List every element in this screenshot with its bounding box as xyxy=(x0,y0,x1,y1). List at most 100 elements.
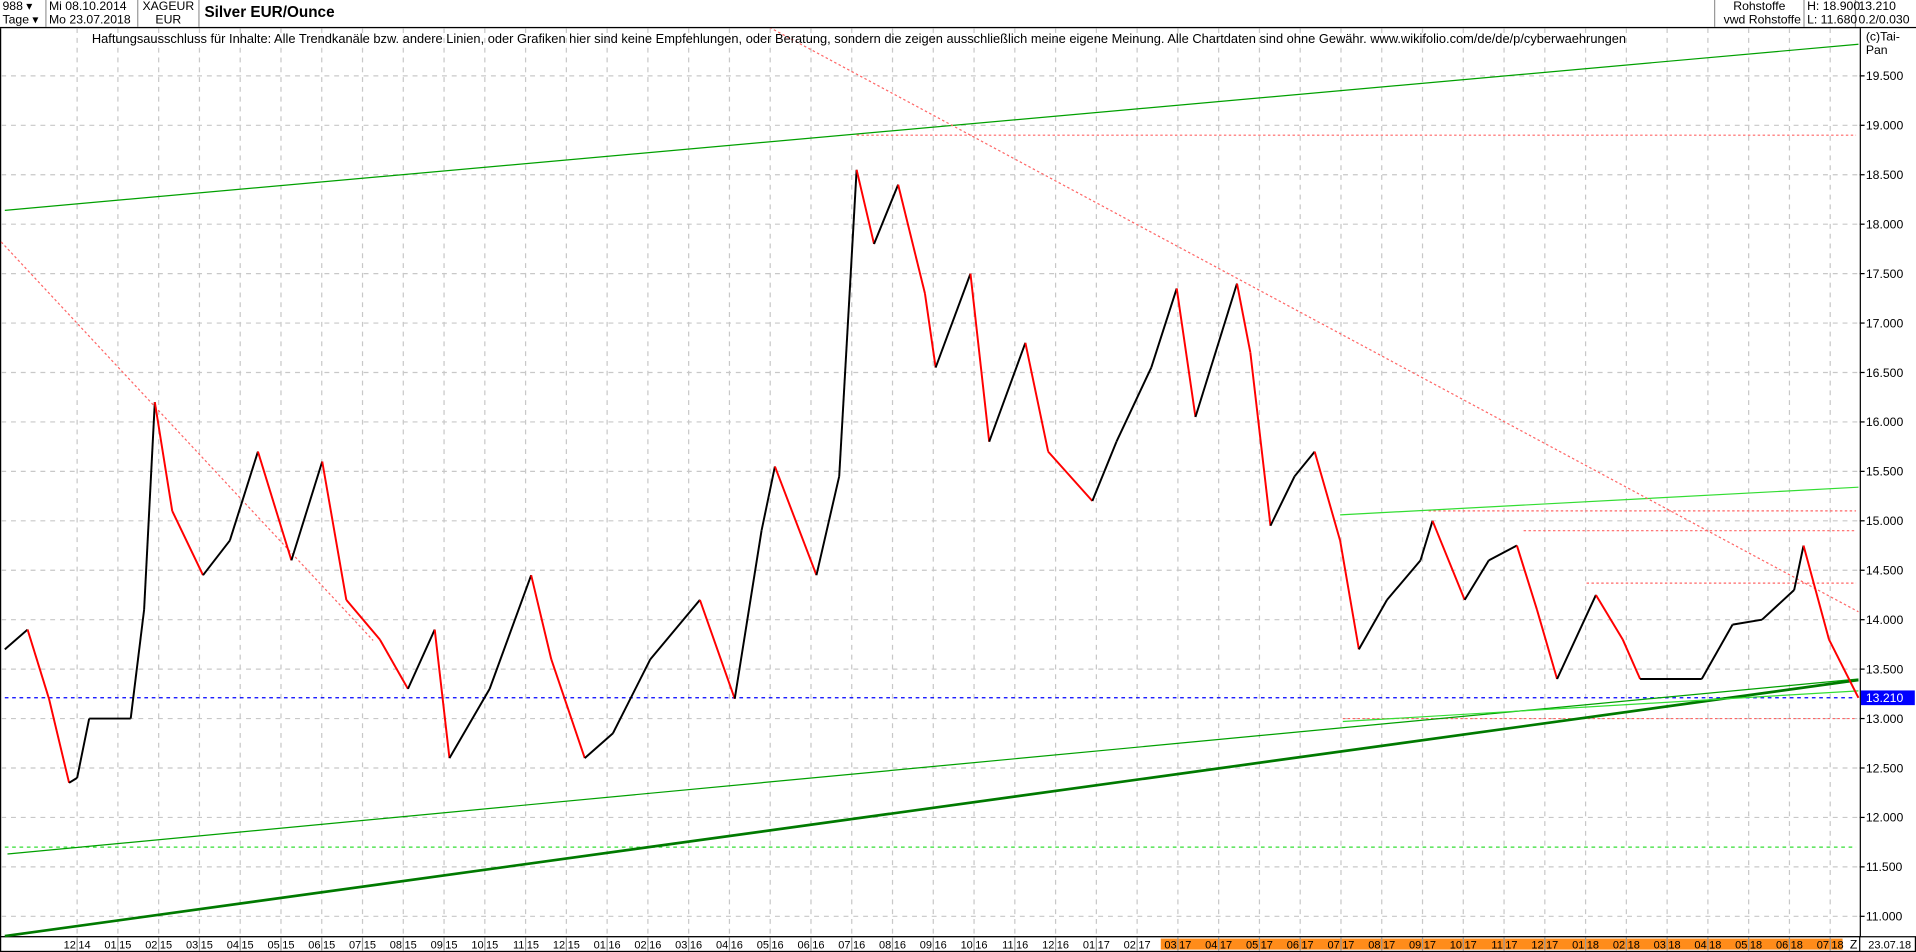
market-cell: Rohstoffe vwd Rohstoffe xyxy=(1714,0,1805,27)
price-segment xyxy=(1236,283,1252,353)
price-segment xyxy=(1793,545,1805,591)
x-tick-label-year: 16 xyxy=(894,939,906,951)
price-segment xyxy=(26,629,50,700)
x-tick-label-month: 05 xyxy=(267,939,279,951)
last-price: 13.210 xyxy=(1858,0,1896,14)
price-segment xyxy=(1556,594,1597,680)
price-segment xyxy=(228,451,259,541)
future-band xyxy=(1160,938,1843,950)
x-tick-label-month: 07 xyxy=(1327,939,1339,951)
chart-title: Silver EUR/Ounce xyxy=(204,3,335,21)
x-tick-label-year: 15 xyxy=(405,939,417,951)
x-tick-label-month: 12 xyxy=(1531,939,1543,951)
x-tick-label-year: 16 xyxy=(975,939,987,951)
y-tick-label: 14.000 xyxy=(1866,613,1904,627)
x-tick-label-year: 15 xyxy=(445,939,457,951)
x-tick-label-month: 04 xyxy=(227,939,239,951)
x-tick-label-month: 07 xyxy=(1817,939,1829,951)
trend-line-trend_light xyxy=(1342,690,1859,723)
x-tick-label-month: 11 xyxy=(513,939,524,951)
x-tick-label-year: 16 xyxy=(1016,939,1028,951)
last-price-label: 13.210 xyxy=(1866,691,1904,705)
trend-line-trend_dark xyxy=(4,678,1859,938)
market: Rohstoffe xyxy=(1733,0,1786,14)
trend-line-trend xyxy=(4,43,1859,211)
x-tick-label-month: 09 xyxy=(431,939,443,951)
dropdown-icon[interactable]: ▾ xyxy=(32,13,39,27)
x-tick-label-year: 17 xyxy=(1465,939,1477,951)
high-low-cell: H: 18.900 L: 11.680 xyxy=(1805,0,1860,27)
price-segment xyxy=(1419,520,1434,561)
date-to[interactable]: Mo 23.07.2018 xyxy=(48,13,131,27)
price-segment xyxy=(1358,599,1388,650)
price-segment xyxy=(1463,559,1490,601)
y-tick-label: 12.000 xyxy=(1866,811,1904,825)
price-segment xyxy=(873,184,900,245)
price-segment xyxy=(321,461,348,601)
period-count[interactable]: 988 xyxy=(2,0,23,14)
y-tick-label: 11.500 xyxy=(1866,860,1903,874)
x-tick-label-year: 16 xyxy=(935,939,947,951)
price-segment xyxy=(171,510,204,576)
x-tick-label-month: 09 xyxy=(1409,939,1421,951)
y-tick-label: 17.500 xyxy=(1866,267,1904,281)
price-segment xyxy=(1386,559,1422,601)
x-tick-label-year: 18 xyxy=(1628,939,1640,951)
copyright: (c)Tai-Pan xyxy=(1865,30,1900,58)
x-tick-label-year: 18 xyxy=(1709,939,1721,951)
y-tick-label: 13.500 xyxy=(1866,662,1904,676)
x-tick-label-year: 15 xyxy=(323,939,335,951)
trend-line-trend xyxy=(7,678,1859,855)
y-tick-label: 18.500 xyxy=(1866,168,1904,182)
price-segment xyxy=(257,451,293,561)
price-segment xyxy=(698,599,736,700)
date-from[interactable]: Mi 08.10.2014 xyxy=(48,0,127,14)
date-range[interactable]: Mi 08.10.2014 Mo 23.07.2018 xyxy=(47,0,139,27)
x-tick-label-year: 18 xyxy=(1831,939,1843,951)
x-tick-label-month: 11 xyxy=(1491,939,1502,951)
period-selector[interactable]: 988 ▾ Tage ▾ xyxy=(0,0,47,27)
price-segment xyxy=(1621,639,1642,680)
x-tick-label-month: 10 xyxy=(471,939,483,951)
x-tick-label-year: 16 xyxy=(608,939,620,951)
x-tick-label-month: 12 xyxy=(64,939,76,951)
x-tick-label-year: 17 xyxy=(1179,939,1191,951)
x-tick-label-year: 15 xyxy=(201,939,213,951)
price-segment xyxy=(1150,288,1178,368)
symbol: XAGEUR xyxy=(142,0,195,14)
price-segment xyxy=(584,732,614,759)
x-tick-label-month: 06 xyxy=(1776,939,1788,951)
price-segment xyxy=(143,402,156,610)
x-tick-label-year: 17 xyxy=(1138,939,1150,951)
x-tick-label-month: 07 xyxy=(349,939,361,951)
price-segment xyxy=(1175,288,1197,418)
price-segment xyxy=(550,658,586,759)
price-segment xyxy=(760,466,776,531)
x-tick-label-year: 18 xyxy=(1668,939,1680,951)
x-tick-label-month: 12 xyxy=(1042,939,1054,951)
x-tick-label-month: 01 xyxy=(1083,939,1095,951)
y-tick-label: 12.500 xyxy=(1866,761,1904,775)
price-segment xyxy=(1488,544,1518,562)
y-tick-label: 15.500 xyxy=(1866,465,1904,479)
price-segment xyxy=(448,688,491,759)
dropdown-icon[interactable]: ▾ xyxy=(26,0,33,14)
x-tick-label-month: 05 xyxy=(1735,939,1747,951)
price-segment xyxy=(530,574,553,660)
price-segment xyxy=(1732,618,1763,626)
source: vwd Rohstoffe xyxy=(1723,13,1801,27)
symbol-cell: XAGEUR EUR xyxy=(138,0,200,27)
price-segment xyxy=(1515,545,1538,611)
x-tick-label-month: 12 xyxy=(553,939,565,951)
period-unit[interactable]: Tage xyxy=(2,13,30,27)
x-end-marker: Z xyxy=(1850,937,1858,951)
x-tick-label-month: 04 xyxy=(1694,939,1706,951)
x-tick-label-month: 04 xyxy=(1205,939,1217,951)
x-tick-label-month: 02 xyxy=(1613,939,1625,951)
price-segment xyxy=(1313,451,1342,541)
price-segment xyxy=(1249,352,1272,526)
last-cell: 13.210 0.2/0.030 xyxy=(1856,0,1916,27)
x-tick-label-year: 18 xyxy=(1750,939,1762,951)
last-price-marker xyxy=(1860,690,1915,706)
